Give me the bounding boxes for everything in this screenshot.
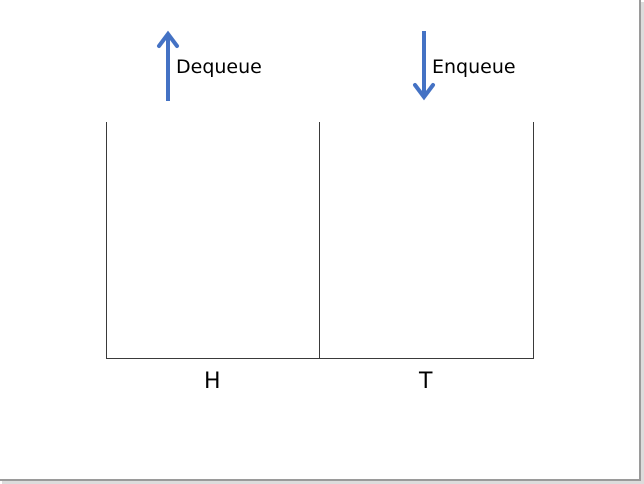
slot-label-head: H xyxy=(204,369,221,394)
queue-floor xyxy=(106,358,534,359)
enqueue-arrow-icon xyxy=(413,31,435,101)
slot-label-tail: T xyxy=(419,369,433,394)
frame-edge-bottom xyxy=(0,479,641,481)
frame-shadow-bottom xyxy=(2,481,644,484)
dequeue-label: Dequeue xyxy=(176,56,262,78)
enqueue-label: Enqueue xyxy=(432,56,516,78)
queue-divider xyxy=(319,122,320,359)
frame-edge-right xyxy=(639,0,641,482)
queue-right-wall xyxy=(533,122,534,359)
frame-shadow-right xyxy=(641,2,644,484)
queue-left-wall xyxy=(106,122,107,359)
dequeue-arrow-icon xyxy=(157,30,179,101)
